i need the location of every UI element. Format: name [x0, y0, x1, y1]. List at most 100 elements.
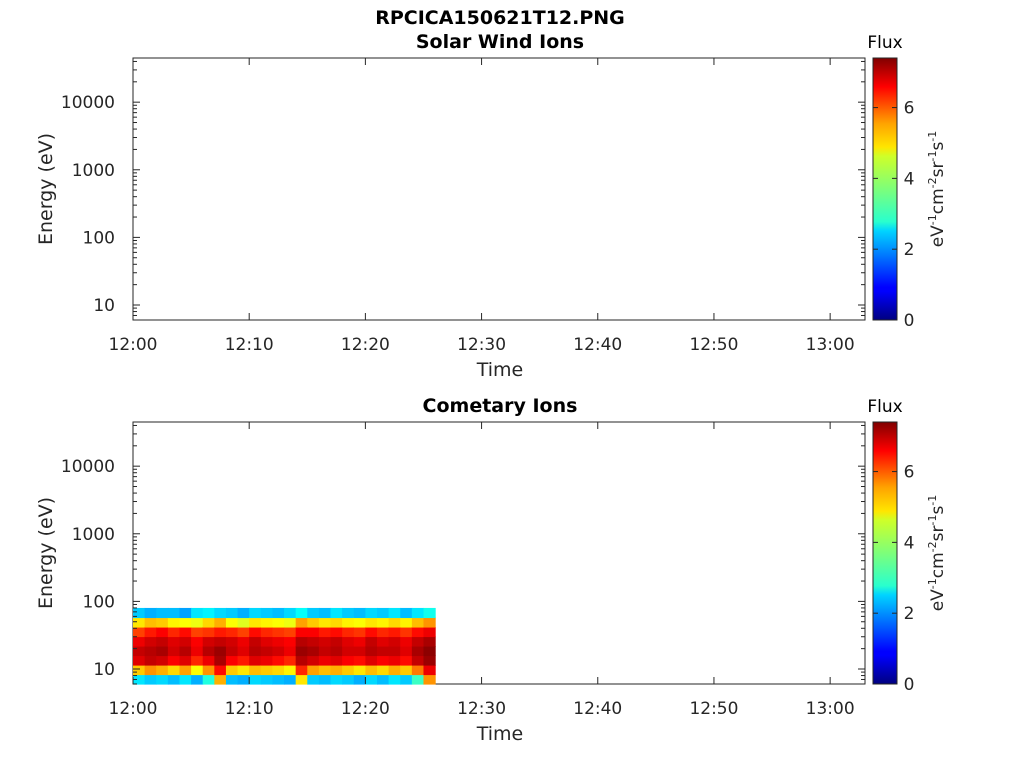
y-tick-label: 10000 [61, 93, 115, 113]
heatmap-cell [330, 626, 343, 638]
heatmap-cells [133, 607, 436, 685]
heatmap-cell [260, 607, 274, 619]
heatmap-cell [214, 636, 227, 647]
heatmap-cell [377, 655, 390, 666]
heatmap-cell [272, 645, 285, 657]
heatmap-cell [330, 664, 343, 676]
heatmap-cell [377, 645, 390, 657]
heatmap-cell [156, 626, 169, 638]
heatmap-cell [167, 655, 181, 666]
x-tick-label: 12:20 [341, 699, 390, 719]
heatmap-cell [225, 645, 239, 657]
heatmap-cell [167, 617, 181, 628]
heatmap-cell [411, 664, 425, 676]
heatmap-cell [237, 664, 250, 676]
heatmap-cell [156, 674, 169, 685]
heatmap-cell [318, 636, 332, 647]
heatmap-cell [144, 664, 157, 676]
heatmap-cell [133, 674, 146, 685]
heatmap-cell [225, 674, 239, 685]
heatmap-cell [179, 626, 192, 638]
heatmap-cell [214, 674, 227, 685]
colorbar-unit-text: eV-1cm-2sr-1s-1 [926, 495, 948, 612]
heatmap-cell [388, 655, 401, 666]
x-tick-label: 12:40 [573, 335, 622, 355]
heatmap-cell [144, 645, 157, 657]
heatmap-cell [342, 626, 355, 638]
panel-title: Cometary Ions [423, 395, 578, 417]
heatmap-cell [411, 645, 425, 657]
heatmap-cell [330, 674, 343, 685]
y-tick-label: 10 [93, 296, 115, 316]
heatmap-cell [225, 655, 239, 666]
panel-solar-wind-ions: Solar Wind Ions 12:00 12:10 12:20 12:30 12:4… [35, 31, 948, 381]
heatmap-cell [156, 664, 169, 676]
heatmap-cell [318, 664, 332, 676]
heatmap-cell [133, 607, 146, 619]
heatmap-cell [423, 636, 436, 647]
colorbar-ticks: 0 2 4 6 [873, 463, 914, 695]
heatmap-cell [167, 607, 181, 619]
heatmap-cell [423, 674, 436, 685]
heatmap-cell [237, 636, 250, 647]
x-axis-label: Time [476, 359, 524, 381]
heatmap-cell [167, 645, 181, 657]
heatmap-cell [330, 607, 343, 619]
x-tick-label: 12:30 [457, 699, 506, 719]
heatmap-cell [156, 636, 169, 647]
heatmap-cell [144, 607, 157, 619]
heatmap-cell [353, 655, 366, 666]
heatmap-cell [342, 645, 355, 657]
plot-area [132, 57, 866, 321]
heatmap-cell [249, 617, 262, 628]
colorbar-title: Flux [867, 397, 902, 417]
heatmap-cell [144, 636, 157, 647]
x-tick-label: 12:50 [689, 335, 738, 355]
heatmap-cell [225, 626, 239, 638]
heatmap-cell [260, 636, 274, 647]
heatmap-cell [191, 674, 204, 685]
heatmap-cell [342, 636, 355, 647]
heatmap-cell [191, 655, 204, 666]
heatmap-cell [272, 607, 285, 619]
heatmap-cell [400, 674, 413, 685]
heatmap-cell [167, 636, 181, 647]
heatmap-cell [237, 626, 250, 638]
heatmap-cell [307, 636, 320, 647]
heatmap-cell [284, 655, 297, 666]
heatmap-cell [191, 664, 204, 676]
heatmap-cell [133, 645, 146, 657]
heatmap-cell [237, 674, 250, 685]
heatmap-cell [295, 626, 308, 638]
heatmap-cell [307, 617, 320, 628]
heatmap-cell [284, 674, 297, 685]
heatmap-cell [411, 655, 425, 666]
colorbar-tick-label: 4 [904, 533, 915, 553]
heatmap-cell [133, 655, 146, 666]
heatmap-cell [237, 645, 250, 657]
colorbar [872, 421, 898, 685]
heatmap-cell [377, 607, 390, 619]
heatmap-cell [237, 607, 250, 619]
heatmap-cell [423, 617, 436, 628]
heatmap-cell [377, 664, 390, 676]
heatmap-cell [179, 607, 192, 619]
heatmap-cell [272, 617, 285, 628]
heatmap-cell [342, 674, 355, 685]
heatmap-cell [214, 626, 227, 638]
heatmap-cell [353, 636, 366, 647]
heatmap-cell [388, 645, 401, 657]
y-tick-label: 1000 [72, 161, 115, 181]
heatmap-cell [237, 655, 250, 666]
heatmap-cell [353, 626, 366, 638]
heatmap-cell [225, 636, 239, 647]
heatmap-cell [388, 664, 401, 676]
heatmap-cell [202, 674, 215, 685]
heatmap-cell [179, 655, 192, 666]
heatmap-cell [191, 617, 204, 628]
heatmap-cell [202, 617, 215, 628]
heatmap-cell [423, 626, 436, 638]
heatmap-cell [133, 626, 146, 638]
heatmap-cell [249, 636, 262, 647]
y-axis-label: Energy (eV) [35, 133, 57, 245]
